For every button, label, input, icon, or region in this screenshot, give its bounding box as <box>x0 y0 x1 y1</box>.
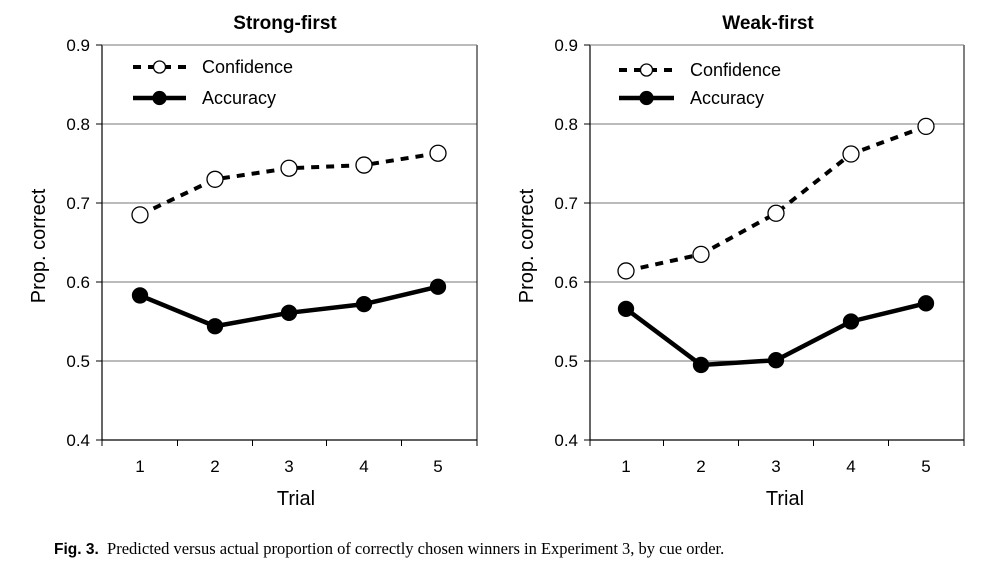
x-tick-label: 3 <box>284 457 293 476</box>
y-tick-label: 0.7 <box>554 194 578 213</box>
caption-text: Predicted versus actual proportion of co… <box>107 539 725 558</box>
x-tick-label: 5 <box>433 457 442 476</box>
legend-marker-confidence <box>152 60 167 74</box>
chart-panel-1: 0.4 0.5 0.6 0.7 0.8 0.9 1 2 3 4 5 Strong-first Trial… <box>28 13 478 510</box>
y-tick-label: 0.4 <box>66 431 90 450</box>
legend-marker-confidence <box>639 63 654 77</box>
y-tick-label: 0.5 <box>66 352 90 371</box>
legend-marker-accuracy <box>152 90 167 106</box>
figure-caption: Fig. 3. Predicted versus actual proporti… <box>54 539 974 559</box>
confidence-marker <box>280 159 298 177</box>
accuracy-marker <box>206 318 224 335</box>
confidence-marker <box>206 170 224 188</box>
x-tick-label: 4 <box>359 457 368 476</box>
accuracy-marker <box>131 287 149 304</box>
confidence-marker <box>767 204 785 222</box>
y-tick-label: 0.4 <box>554 431 578 450</box>
confidence-marker <box>355 156 373 174</box>
y-tick-label: 0.5 <box>554 352 578 371</box>
confidence-line <box>625 124 927 273</box>
panel-title: Weak-first <box>722 13 814 34</box>
accuracy-marker <box>767 352 785 369</box>
caption-label: Fig. 3. <box>54 541 99 558</box>
x-tick-label: 1 <box>135 457 144 476</box>
y-tick-label: 0.7 <box>66 194 90 213</box>
x-tick-label: 2 <box>696 457 705 476</box>
confidence-marker <box>617 262 635 280</box>
panel-title: Strong-first <box>233 13 337 34</box>
y-axis-label: Prop. correct <box>516 188 538 303</box>
x-tick-label: 4 <box>846 457 855 476</box>
accuracy-marker <box>280 304 298 321</box>
x-axis-label: Trial <box>277 488 315 510</box>
legend-label-confidence: Confidence <box>690 60 781 80</box>
accuracy-marker <box>429 278 447 295</box>
legend-marker-accuracy <box>639 90 654 106</box>
confidence-marker <box>917 117 935 136</box>
y-axis-label: Prop. correct <box>28 188 50 303</box>
legend-label-confidence: Confidence <box>202 57 293 77</box>
accuracy-marker <box>917 295 935 312</box>
accuracy-marker <box>617 300 635 318</box>
accuracy-marker <box>692 356 710 374</box>
confidence-marker <box>429 144 447 162</box>
y-tick-label: 0.6 <box>66 273 90 292</box>
legend-label-accuracy: Accuracy <box>690 88 764 108</box>
accuracy-marker <box>842 313 860 330</box>
confidence-marker <box>842 145 860 163</box>
confidence-marker <box>692 245 710 264</box>
y-tick-label: 0.9 <box>554 36 578 55</box>
y-tick-label: 0.9 <box>66 36 90 55</box>
chart-panel-2: 0.4 0.5 0.6 0.7 0.8 0.9 1 2 3 4 5 Weak-first Trial Pr… <box>516 13 965 510</box>
y-tick-label: 0.8 <box>66 115 90 134</box>
confidence-marker <box>131 206 149 224</box>
y-tick-label: 0.6 <box>554 273 578 292</box>
x-axis-label: Trial <box>766 488 804 510</box>
x-tick-label: 3 <box>771 457 780 476</box>
x-tick-label: 1 <box>621 457 630 476</box>
x-tick-label: 5 <box>921 457 930 476</box>
legend-label-accuracy: Accuracy <box>202 88 276 108</box>
x-tick-label: 2 <box>210 457 219 476</box>
y-tick-label: 0.8 <box>554 115 578 134</box>
accuracy-marker <box>355 295 373 313</box>
